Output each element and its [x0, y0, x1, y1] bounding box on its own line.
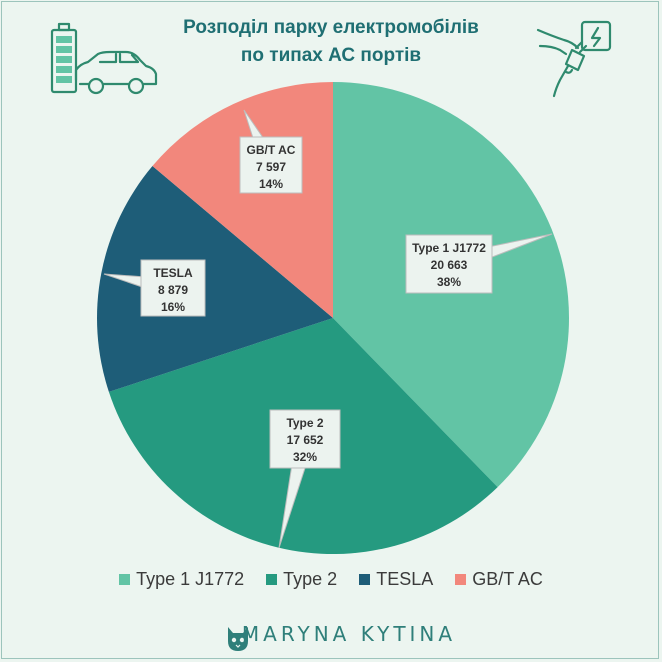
data-label-value-type1: 20 663 [431, 258, 468, 272]
footer-brand: MARYNA KYTINA [241, 622, 457, 646]
callout-fill-type1 [407, 236, 491, 292]
data-label-percent-tesla: 16% [161, 300, 185, 314]
legend-item-gbt: GB/T AC [455, 569, 543, 590]
legend-swatch-type2 [266, 574, 278, 585]
legend-label-tesla: TESLA [376, 569, 434, 589]
chart-legend: Type 1 J1772 Type 2 TESLA GB/T AC [0, 569, 662, 590]
legend-swatch-type1 [119, 574, 131, 585]
chart-title: Розподіл парку електромобілів по типах А… [130, 14, 532, 70]
data-label-percent-type1: 38% [437, 275, 461, 289]
pie-slice-tesla [97, 166, 333, 392]
chart-title-line-1: Розподіл парку електромобілів [183, 17, 479, 38]
ev-charger-plug-icon [536, 20, 612, 98]
cat-logo-icon [228, 627, 248, 651]
data-label-name-gbt: GB/T AC [247, 143, 296, 157]
chart-title-line-2: по типах АС портів [240, 45, 422, 66]
battery-car-icon [50, 22, 158, 95]
legend-item-tesla: TESLA [359, 569, 433, 590]
data-label-gbt: GB/T AC 7 597 14% [239, 109, 303, 194]
data-label-type2: Type 2 17 652 32% [269, 409, 341, 549]
callout-fill-gbt [241, 138, 301, 192]
legend-label-type2: Type 2 [283, 569, 338, 589]
legend-label-type1: Type 1 J1772 [136, 569, 245, 589]
legend-label-gbt: GB/T AC [472, 569, 543, 589]
data-label-value-type2: 17 652 [287, 433, 324, 447]
callout-fill-tesla [142, 261, 204, 315]
data-label-tesla: TESLA 8 879 16% [103, 259, 206, 317]
legend-item-type2: Type 2 [266, 569, 337, 590]
data-label-name-tesla: TESLA [153, 266, 193, 280]
callout-fill-type2 [271, 411, 339, 467]
footer: MARYNA KYTINA [0, 622, 662, 646]
legend-item-type1: Type 1 J1772 [119, 569, 244, 590]
data-label-value-gbt: 7 597 [256, 160, 286, 174]
data-label-name-type2: Type 2 [286, 416, 323, 430]
data-label-value-tesla: 8 879 [158, 283, 188, 297]
legend-swatch-tesla [359, 574, 371, 585]
data-label-percent-gbt: 14% [259, 177, 283, 191]
legend-swatch-gbt [455, 574, 467, 585]
data-label-percent-type2: 32% [293, 450, 317, 464]
data-label-name-type1: Type 1 J1772 [412, 241, 486, 255]
data-label-type1: Type 1 J1772 20 663 38% [405, 233, 553, 294]
